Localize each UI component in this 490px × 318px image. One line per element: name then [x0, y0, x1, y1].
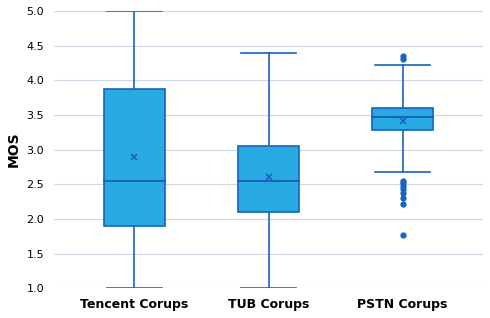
FancyBboxPatch shape: [238, 146, 299, 212]
FancyBboxPatch shape: [372, 108, 433, 130]
Y-axis label: MOS: MOS: [7, 132, 21, 168]
FancyBboxPatch shape: [104, 89, 165, 226]
